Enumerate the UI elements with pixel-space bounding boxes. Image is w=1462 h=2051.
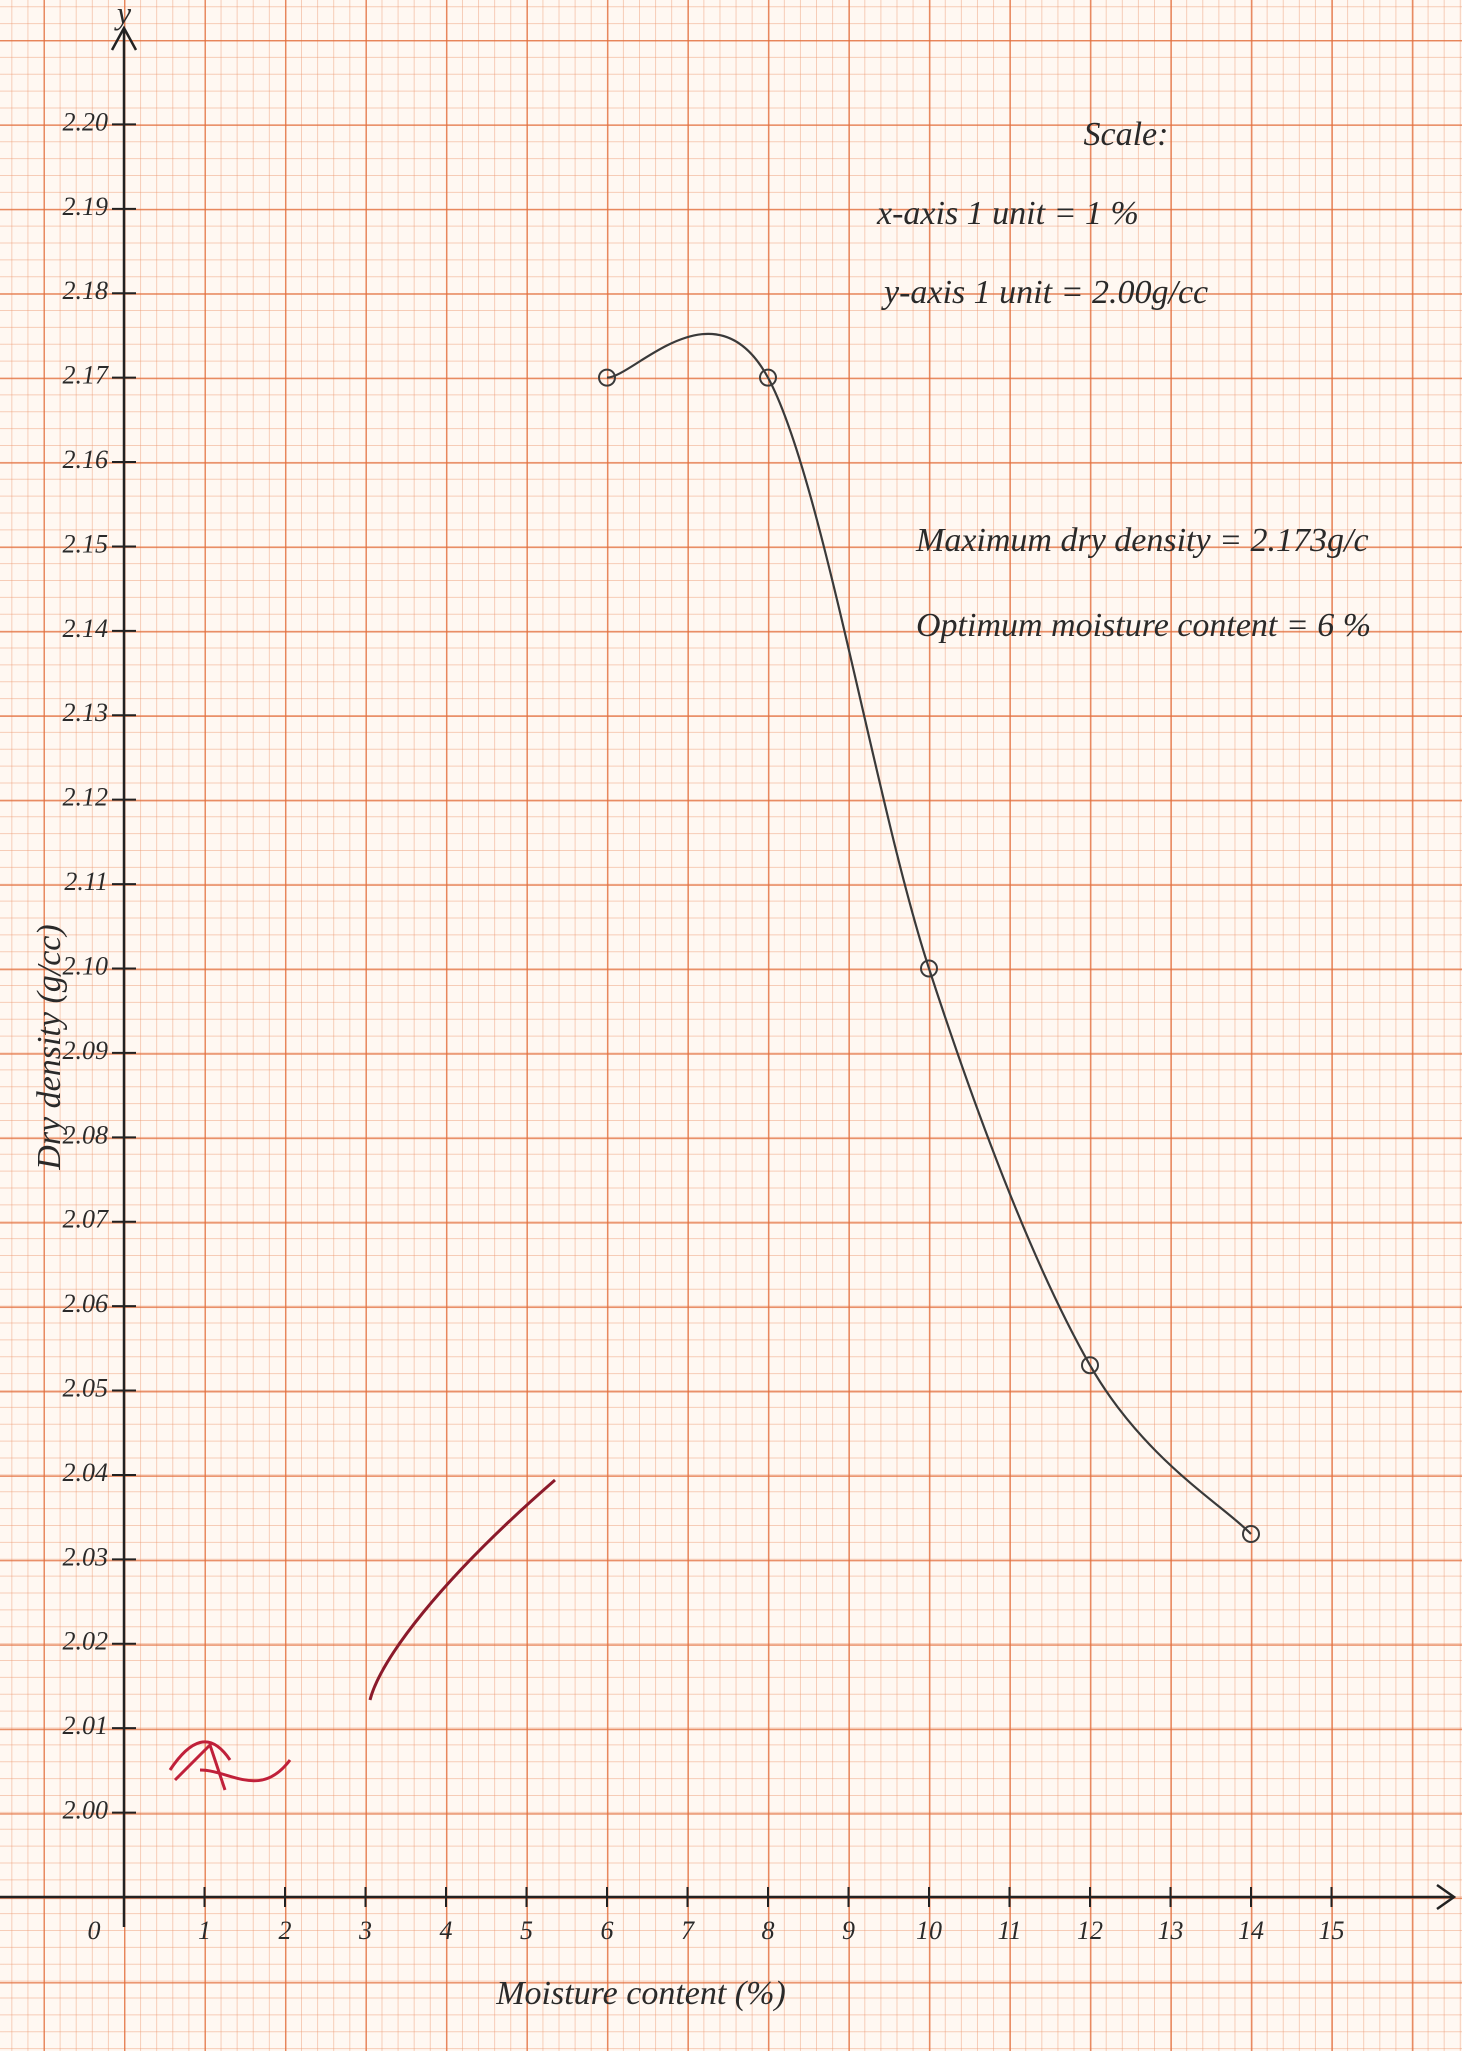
x-tick-label: 4: [440, 1916, 453, 1945]
annotation: x-axis 1 unit = 1 %: [876, 195, 1139, 232]
chart: yx2.002.012.022.032.042.052.062.072.082.…: [0, 0, 1462, 2051]
y-tick-label: 2.09: [63, 1036, 109, 1065]
y-tick-label: 2.17: [63, 361, 110, 390]
x-tick-label: 1: [198, 1916, 211, 1945]
y-tick-label: 2.03: [63, 1542, 109, 1571]
y-axis-label: Dry density (g/cc): [31, 924, 68, 1170]
x-tick-label: 7: [681, 1916, 695, 1945]
y-tick-label: 2.20: [63, 107, 109, 136]
y-tick-label: 2.04: [63, 1458, 109, 1487]
x-tick-label: 6: [601, 1916, 614, 1945]
annotation: Optimum moisture content = 6 %: [916, 607, 1371, 644]
page: yx2.002.012.022.032.042.052.062.072.082.…: [0, 0, 1462, 2051]
x-tick-label: 2: [279, 1916, 292, 1945]
annotation: Scale:: [1084, 116, 1169, 153]
signature: [170, 1742, 290, 1790]
x-axis-label: Moisture content (%): [495, 1975, 786, 2012]
y-tick-label: 2.05: [63, 1374, 109, 1403]
y-axis-name: y: [114, 0, 132, 30]
x-tick-label: 9: [842, 1916, 855, 1945]
y-tick-label: 2.08: [63, 1120, 109, 1149]
x-tick-label: 0: [88, 1916, 101, 1945]
y-tick-label: 2.16: [63, 445, 109, 474]
x-tick-label: 11: [997, 1916, 1021, 1945]
x-tick-label: 15: [1319, 1916, 1345, 1945]
x-tick-label: 3: [358, 1916, 372, 1945]
x-tick-label: 8: [762, 1916, 775, 1945]
y-tick-label: 2.10: [63, 951, 109, 980]
y-tick-label: 2.14: [63, 614, 109, 643]
check-mark: [370, 1480, 555, 1700]
y-tick-label: 2.06: [63, 1289, 109, 1318]
y-tick-label: 2.12: [63, 783, 109, 812]
y-tick-label: 2.15: [63, 529, 109, 558]
y-tick-label: 2.18: [63, 276, 109, 305]
x-tick-label: 12: [1077, 1916, 1103, 1945]
y-tick-label: 2.19: [63, 192, 109, 221]
x-tick-label: 10: [916, 1916, 942, 1945]
x-tick-label: 14: [1238, 1916, 1264, 1945]
curve: [607, 334, 1251, 1534]
y-tick-label: 2.13: [63, 698, 109, 727]
y-tick-label: 2.02: [63, 1627, 109, 1656]
x-tick-label: 13: [1158, 1916, 1184, 1945]
y-tick-label: 2.11: [64, 867, 108, 896]
x-tick-label: 5: [520, 1916, 533, 1945]
y-tick-label: 2.00: [63, 1796, 109, 1825]
y-tick-label: 2.01: [63, 1711, 109, 1740]
annotation: y-axis 1 unit = 2.00g/cc: [881, 274, 1208, 311]
axis-arrow: [112, 28, 1454, 1909]
annotation: Maximum dry density = 2.173g/c: [915, 522, 1369, 559]
y-tick-label: 2.07: [63, 1205, 110, 1234]
